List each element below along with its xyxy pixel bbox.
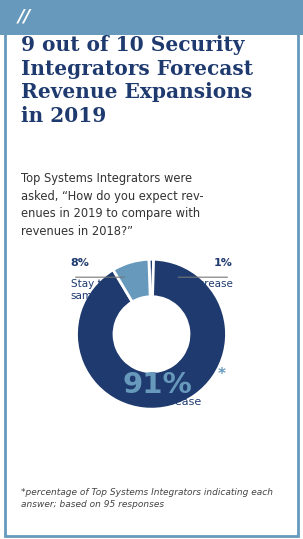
Text: Increase: Increase xyxy=(155,397,202,406)
Text: Decrease: Decrease xyxy=(184,279,232,289)
FancyBboxPatch shape xyxy=(0,0,303,35)
Wedge shape xyxy=(149,259,154,296)
Text: *: * xyxy=(217,367,225,382)
Text: 8%: 8% xyxy=(71,258,89,268)
Text: Top Systems Integrators were
asked, “How do you expect rev-
enues in 2019 to com: Top Systems Integrators were asked, “How… xyxy=(21,172,204,238)
Text: 9 out of 10 Security
Integrators Forecast
Revenue Expansions
in 2019: 9 out of 10 Security Integrators Forecas… xyxy=(21,35,253,126)
Text: 91%: 91% xyxy=(123,371,192,399)
Text: Stay the
same: Stay the same xyxy=(71,279,114,301)
Wedge shape xyxy=(113,259,150,302)
Text: //: // xyxy=(18,8,31,26)
Wedge shape xyxy=(77,259,226,409)
Text: 1%: 1% xyxy=(214,258,232,268)
Text: *percentage of Top Systems Integrators indicating each
answer; based on 95 respo: *percentage of Top Systems Integrators i… xyxy=(21,488,273,509)
